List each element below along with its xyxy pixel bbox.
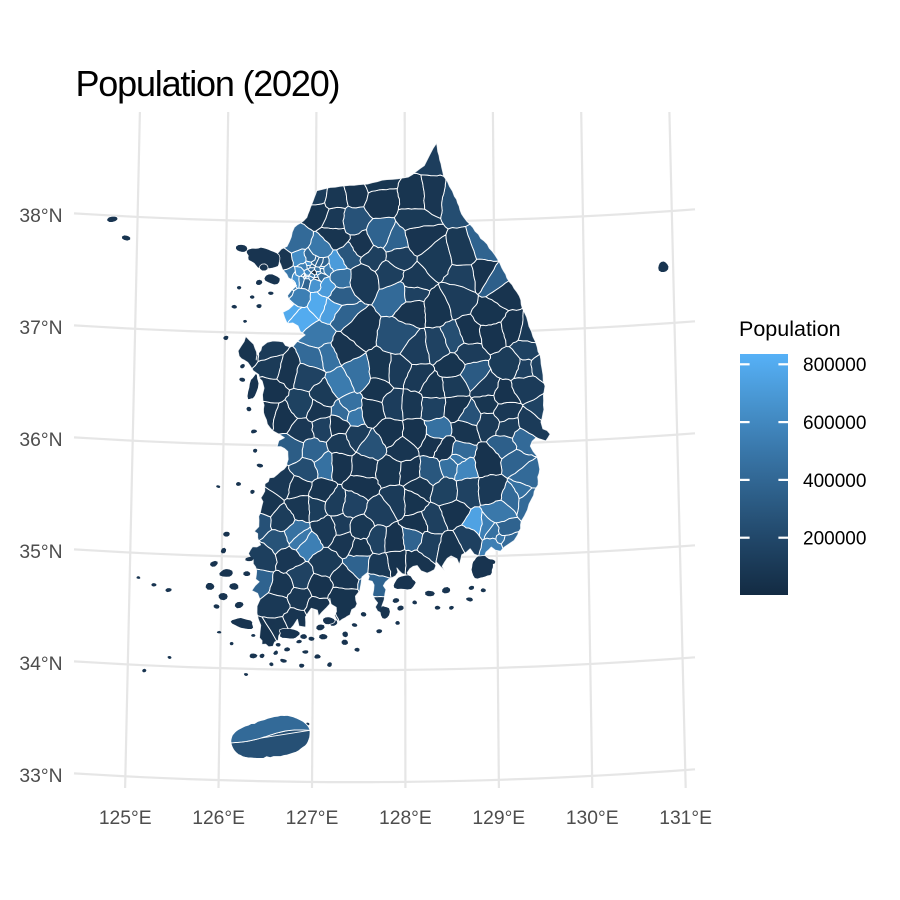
svg-text:35°N: 35°N: [19, 542, 62, 563]
svg-text:36°N: 36°N: [19, 430, 62, 451]
svg-text:129°E: 129°E: [472, 808, 525, 829]
svg-text:130°E: 130°E: [566, 808, 619, 829]
svg-text:200000: 200000: [803, 529, 866, 550]
svg-text:Population: Population: [739, 317, 841, 341]
svg-text:125°E: 125°E: [99, 808, 152, 829]
svg-text:128°E: 128°E: [379, 808, 432, 829]
svg-text:Population (2020): Population (2020): [76, 63, 340, 104]
svg-text:400000: 400000: [803, 471, 866, 492]
svg-text:800000: 800000: [803, 355, 866, 376]
svg-text:127°E: 127°E: [286, 808, 339, 829]
svg-text:131°E: 131°E: [659, 808, 712, 829]
svg-text:600000: 600000: [803, 413, 866, 434]
svg-text:33°N: 33°N: [19, 766, 62, 787]
svg-text:38°N: 38°N: [19, 206, 62, 227]
svg-text:34°N: 34°N: [19, 654, 62, 675]
svg-text:126°E: 126°E: [192, 808, 245, 829]
svg-text:37°N: 37°N: [19, 318, 62, 339]
